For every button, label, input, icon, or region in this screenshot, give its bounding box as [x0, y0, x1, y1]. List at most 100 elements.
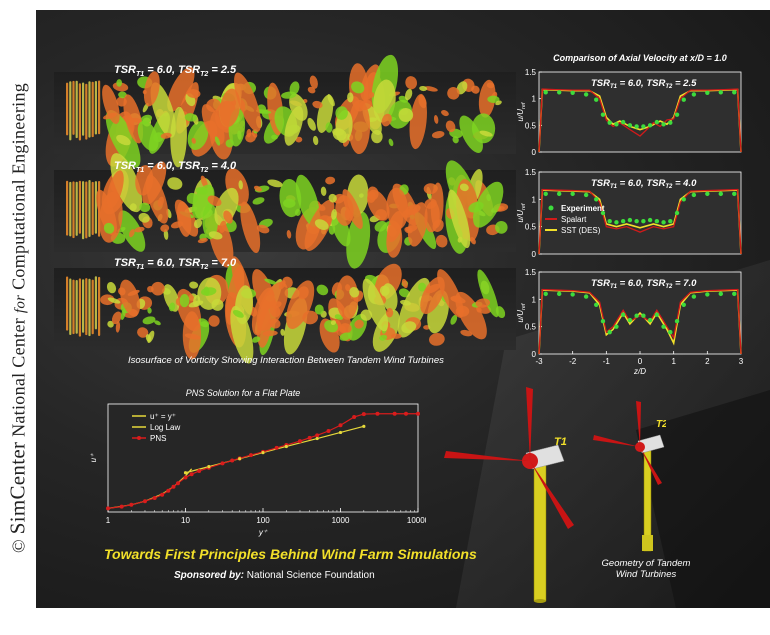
vortex-blob [111, 311, 122, 325]
y-axis-label-sub: ref [521, 102, 527, 109]
pns-point [352, 414, 357, 419]
vortex-blob [120, 308, 126, 320]
experiment-point [583, 192, 589, 198]
wake-rotor-ring [69, 181, 72, 237]
experiment-point [654, 119, 660, 125]
legend-linear-label: u⁺ = y⁺ [150, 412, 176, 421]
x-axis-label: y⁺ [258, 528, 268, 537]
vortex-blob [471, 85, 480, 94]
vortex-blob [100, 294, 115, 306]
vortex-blob [281, 91, 297, 99]
wake-label-3-tail: = 7.0 [208, 257, 237, 269]
wake-rotor-ring [98, 80, 101, 135]
turbine-t1-label: T1 [554, 436, 567, 448]
experiment-point [641, 219, 646, 224]
turbine-t2-base [642, 535, 653, 551]
experiment-point [718, 90, 723, 95]
experiment-point [620, 312, 626, 317]
vortex-blob [143, 71, 160, 107]
wake-label-1-mid: = 6.0, TSR [144, 64, 201, 76]
vortex-blob [418, 282, 427, 292]
axial-velocity-chart-3: TSRT1 = 6.0, TSRT2 = 7.0 0 0.5 1 1.5 -3 -2 -1 0 1… [516, 268, 744, 376]
experiment-point [607, 120, 612, 125]
experiment-point [543, 191, 548, 197]
vortex-blob [441, 110, 449, 117]
legend-pns-marker [137, 436, 141, 440]
vortex-blob [401, 278, 408, 289]
perspective-wall [636, 390, 770, 608]
wake-rotor-ring [78, 180, 81, 234]
y-tick-label: 1.5 [525, 168, 537, 177]
log-law-point [207, 465, 211, 469]
experiment-point [647, 123, 653, 128]
vortex-blob [200, 287, 217, 296]
poster: TSRT1 = 6.0, TSRT2 = 2.5 TSRT1 = 6.0, TS… [36, 10, 770, 608]
vortex-blob [344, 209, 353, 222]
plot-area [538, 71, 742, 153]
y-axis-label: u/Uref [516, 203, 527, 222]
wake-rotor-ring [78, 83, 81, 141]
chart-title: PNS Solution for a Flat Plate [186, 388, 301, 398]
log-law-point [183, 471, 188, 475]
vortex-blob [167, 67, 195, 112]
vortex-blob [267, 179, 283, 188]
experiment-point [634, 124, 639, 129]
vortex-blob [193, 218, 203, 229]
y-tick-label: 1 [532, 195, 537, 204]
vortex-blob [374, 220, 387, 232]
pns-point [361, 412, 366, 417]
vortex-blob [223, 210, 233, 224]
vortex-blob [135, 165, 154, 196]
vortex-blob [245, 132, 256, 143]
experiment-point [627, 123, 633, 128]
pns-point [220, 461, 225, 466]
experiment-point [557, 90, 562, 95]
pns-point [175, 481, 180, 486]
experiment-point [543, 291, 548, 297]
experiment-point [732, 291, 737, 297]
y-axis-label: u/Uref [516, 303, 527, 322]
experiment-point [661, 324, 666, 329]
turbine-caption: Geometry of Tandem Wind Turbines [591, 558, 701, 580]
experiment-point [661, 220, 666, 225]
vortex-blob [424, 198, 437, 209]
copyright-org-prefix: National Center [8, 317, 29, 437]
turbine-geometry: T1 T2 [444, 387, 666, 603]
panel-label-sub1: T1 [610, 184, 618, 190]
vortex-blob [450, 314, 458, 325]
experiment-point [594, 97, 599, 102]
vortex-blob [160, 224, 170, 232]
spalart-line [538, 288, 742, 355]
panel-label-tail: = 7.0 [672, 278, 697, 289]
copyright-text: © SimCenter National Center for Computat… [6, 83, 31, 553]
vortex-blob [119, 279, 141, 317]
vortex-blob [182, 311, 202, 360]
vortex-blob [307, 117, 316, 131]
experiment-point [674, 319, 680, 324]
vortex-blob [106, 282, 117, 294]
x-axis-label: z/D [633, 367, 646, 376]
panel-label-mid: = 6.0, TSR [617, 278, 665, 289]
turbine-t2-blade-2 [636, 401, 641, 447]
wake-rotor-ring [75, 279, 78, 334]
experiment-point [634, 313, 639, 318]
wake-rotor-ring [91, 81, 94, 138]
vortex-blob [314, 219, 329, 230]
log-law-point [338, 430, 343, 435]
vortex-blob [115, 321, 121, 333]
panel-label-sub1: T1 [610, 84, 618, 90]
vortex-blob [219, 220, 227, 233]
vortex-blob [348, 99, 371, 155]
x-tick-label: 100 [256, 516, 270, 525]
pns-point [297, 439, 302, 444]
vortex-blob [256, 281, 289, 331]
vortex-blob [386, 222, 403, 258]
experiment-point [620, 219, 626, 224]
wake-rotor-ring [72, 279, 75, 335]
vortex-blob [433, 114, 439, 124]
vortex-blob [385, 307, 394, 318]
pns-point [119, 504, 124, 509]
x-tick-label: -1 [603, 357, 611, 366]
vortex-blob [147, 286, 154, 293]
vortex-blob [435, 234, 448, 248]
